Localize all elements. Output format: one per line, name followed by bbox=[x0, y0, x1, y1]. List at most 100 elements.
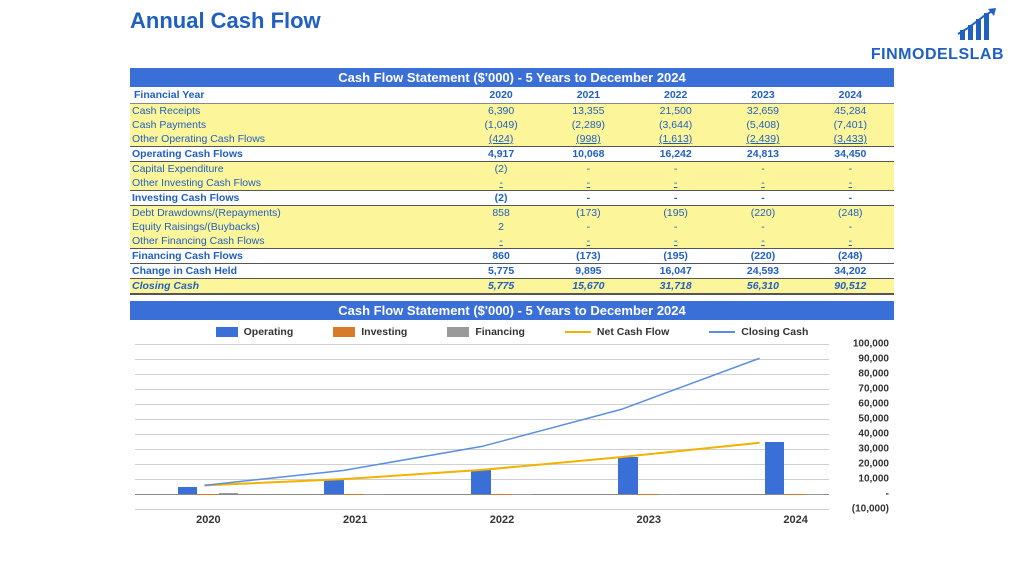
column-header-year: 2024 bbox=[807, 87, 894, 104]
y-tick-label: 80,000 bbox=[858, 369, 889, 380]
y-tick-label: 100,000 bbox=[853, 339, 889, 350]
cell-value: - bbox=[457, 234, 544, 249]
legend-swatch bbox=[216, 327, 238, 337]
x-tick-label: 2020 bbox=[196, 514, 220, 526]
cell-value: - bbox=[632, 220, 719, 234]
column-header-year: 2020 bbox=[457, 87, 544, 104]
column-header-year: 2021 bbox=[545, 87, 632, 104]
y-tick-label: 30,000 bbox=[858, 444, 889, 455]
cell-value: - bbox=[545, 220, 632, 234]
cell-value: 4,917 bbox=[457, 147, 544, 162]
cell-value: - bbox=[719, 162, 806, 177]
x-tick-label: 2022 bbox=[490, 514, 514, 526]
row-label: Cash Receipts bbox=[130, 104, 457, 119]
legend-label: Financing bbox=[475, 326, 525, 338]
x-tick-label: 2024 bbox=[783, 514, 807, 526]
row-label: Other Financing Cash Flows bbox=[130, 234, 457, 249]
y-tick-label: 20,000 bbox=[858, 459, 889, 470]
y-tick-label: 50,000 bbox=[858, 414, 889, 425]
cell-value: (2,439) bbox=[719, 132, 806, 147]
cell-value: (2) bbox=[457, 162, 544, 177]
cell-value: 6,390 bbox=[457, 104, 544, 119]
cell-value: 24,813 bbox=[719, 147, 806, 162]
cell-value: - bbox=[807, 234, 894, 249]
cell-value: - bbox=[545, 162, 632, 177]
row-label: Closing Cash bbox=[130, 279, 457, 295]
y-tick-label: 60,000 bbox=[858, 399, 889, 410]
cell-value: (195) bbox=[632, 206, 719, 221]
cell-value: 56,310 bbox=[719, 279, 806, 295]
cell-value: (424) bbox=[457, 132, 544, 147]
x-tick-label: 2023 bbox=[637, 514, 661, 526]
cell-value: (173) bbox=[545, 206, 632, 221]
legend-item: Net Cash Flow bbox=[565, 326, 669, 338]
y-tick-label: 70,000 bbox=[858, 384, 889, 395]
x-tick-label: 2021 bbox=[343, 514, 367, 526]
table-row: Other Operating Cash Flows(424)(998)(1,6… bbox=[130, 132, 894, 147]
cell-value: 5,775 bbox=[457, 279, 544, 295]
legend-swatch bbox=[565, 331, 591, 333]
cell-value: (5,408) bbox=[719, 118, 806, 132]
cell-value: (2) bbox=[457, 191, 544, 206]
cell-value: 10,068 bbox=[545, 147, 632, 162]
cell-value: 24,593 bbox=[719, 264, 806, 279]
column-header-year: 2023 bbox=[719, 87, 806, 104]
table-row: Other Investing Cash Flows----- bbox=[130, 176, 894, 191]
cashflow-table: Financial Year20202021202220232024 Cash … bbox=[130, 87, 894, 295]
y-tick-label: (10,000) bbox=[852, 504, 889, 515]
cell-value: (195) bbox=[632, 249, 719, 264]
legend-item: Operating bbox=[216, 326, 294, 338]
row-label: Operating Cash Flows bbox=[130, 147, 457, 162]
cell-value: 31,718 bbox=[632, 279, 719, 295]
cell-value: (998) bbox=[545, 132, 632, 147]
table-row: Financing Cash Flows860(173)(195)(220)(2… bbox=[130, 249, 894, 264]
row-label: Debt Drawdowns/(Repayments) bbox=[130, 206, 457, 221]
y-tick-label: 90,000 bbox=[858, 354, 889, 365]
cell-value: (2,289) bbox=[545, 118, 632, 132]
table-row: Other Financing Cash Flows----- bbox=[130, 234, 894, 249]
cell-value: 860 bbox=[457, 249, 544, 264]
y-tick-label: 10,000 bbox=[858, 474, 889, 485]
cell-value: 858 bbox=[457, 206, 544, 221]
cell-value: 16,242 bbox=[632, 147, 719, 162]
table-row: Change in Cash Held5,7759,89516,04724,59… bbox=[130, 264, 894, 279]
legend-swatch bbox=[709, 331, 735, 333]
cell-value: (220) bbox=[719, 206, 806, 221]
cell-value: 34,202 bbox=[807, 264, 894, 279]
column-header-label: Financial Year bbox=[130, 87, 457, 104]
cell-value: - bbox=[807, 220, 894, 234]
cell-value: 34,450 bbox=[807, 147, 894, 162]
table-row: Debt Drawdowns/(Repayments)858(173)(195)… bbox=[130, 206, 894, 221]
cell-value: 90,512 bbox=[807, 279, 894, 295]
cell-value: (173) bbox=[545, 249, 632, 264]
cell-value: (3,433) bbox=[807, 132, 894, 147]
cell-value: - bbox=[719, 176, 806, 191]
table-row: Cash Receipts6,39013,35521,50032,65945,2… bbox=[130, 104, 894, 119]
table-row: Cash Payments(1,049)(2,289)(3,644)(5,408… bbox=[130, 118, 894, 132]
legend-label: Net Cash Flow bbox=[597, 326, 669, 338]
cell-value: 45,284 bbox=[807, 104, 894, 119]
table-title: Cash Flow Statement ($'000) - 5 Years to… bbox=[130, 68, 894, 87]
logo-text: FINMODELSLAB bbox=[871, 46, 1004, 64]
cell-value: - bbox=[632, 234, 719, 249]
cell-value: 32,659 bbox=[719, 104, 806, 119]
legend-label: Operating bbox=[244, 326, 294, 338]
row-label: Other Investing Cash Flows bbox=[130, 176, 457, 191]
row-label: Change in Cash Held bbox=[130, 264, 457, 279]
cell-value: - bbox=[545, 176, 632, 191]
table-row: Closing Cash5,77515,67031,71856,31090,51… bbox=[130, 279, 894, 295]
y-tick-label: 40,000 bbox=[858, 429, 889, 440]
cell-value: - bbox=[545, 234, 632, 249]
legend-item: Closing Cash bbox=[709, 326, 808, 338]
cell-value: - bbox=[719, 234, 806, 249]
row-label: Capital Expenditure bbox=[130, 162, 457, 177]
cell-value: - bbox=[807, 176, 894, 191]
legend-label: Investing bbox=[361, 326, 407, 338]
cell-value: (248) bbox=[807, 206, 894, 221]
table-row: Capital Expenditure(2)---- bbox=[130, 162, 894, 177]
cell-value: - bbox=[807, 191, 894, 206]
legend-swatch bbox=[333, 327, 355, 337]
legend-label: Closing Cash bbox=[741, 326, 808, 338]
cell-value: 13,355 bbox=[545, 104, 632, 119]
row-label: Investing Cash Flows bbox=[130, 191, 457, 206]
